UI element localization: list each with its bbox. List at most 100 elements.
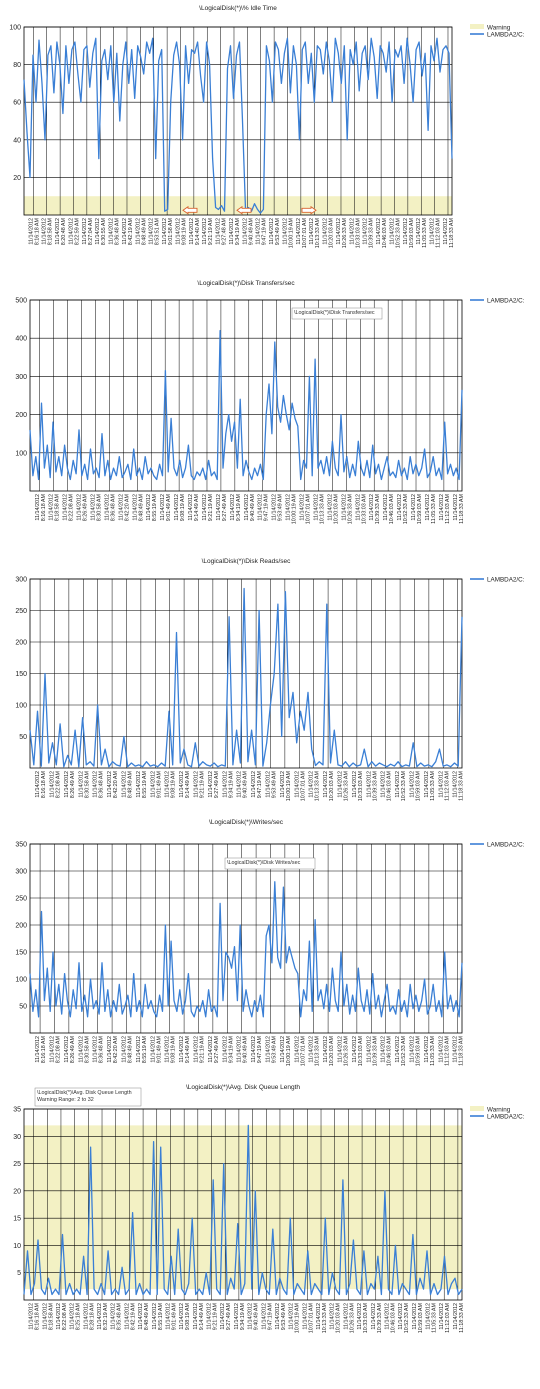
plot-frame (29, 843, 463, 1034)
chart-5: \LogicalDisk(*)\Avg. Disk Queue Length 5 1… (13, 1084, 524, 1333)
x-tick-date: 11/14/2012 (78, 771, 84, 798)
x-tick-date: 11/14/2012 (453, 771, 459, 798)
x-tick-label: 11/14/2012 9:21:19 AM (207, 1303, 219, 1331)
x-tick-label: 11/14/2012 10:59:03 AM (412, 1303, 424, 1334)
x-tick-label: 11/14/2012 9:08:19 AM (174, 494, 186, 522)
x-tick-date: 11/14/2012 (425, 494, 431, 521)
chart-title: \LogicalDisk(*)\Disk Transfers/sec (197, 280, 295, 287)
x-tick-label: 11/14/2012 8:48:49 AM (135, 218, 147, 246)
x-tick-time: 8:22:08 AM (55, 771, 61, 799)
x-tick-label: 11/14/2012 10:13:33 AM (316, 1303, 328, 1334)
x-tick-date: 11/14/2012 (150, 1036, 156, 1063)
x-tick-time: 11:12:03 AM (444, 1035, 450, 1065)
x-tick-label: 11/14/2012 8:16:18 AM (35, 1036, 47, 1064)
x-tick-label: 11/14/2012 9:40:49 AM (244, 494, 256, 522)
x-tick-label: 11/14/2012 8:30:58 AM (78, 1036, 90, 1064)
x-tick-time: 8:42:20 AM (124, 494, 130, 522)
x-tick-date: 11/14/2012 (242, 218, 248, 245)
x-tick-label: 11/14/2012 9:21:19 AM (193, 771, 205, 799)
x-tick-date: 11/14/2012 (193, 1303, 199, 1330)
x-tick-date: 11/14/2012 (316, 1303, 322, 1330)
x-tick-label: 11/14/2012 11:12:03 AM (438, 770, 450, 800)
series-line (29, 587, 463, 768)
x-tick-time: 11:12:03 AM (436, 217, 442, 247)
x-tick-time: 10:13:33 AM (319, 494, 325, 525)
x-tick-label: 11/14/2012 8:48:49 AM (121, 771, 133, 799)
tooltip-box (224, 857, 316, 870)
x-tick-date: 11/14/2012 (403, 218, 409, 245)
x-tick-label: 11/14/2012 8:22:08 AM (56, 1303, 68, 1331)
x-tick-time: 8:22:08 AM (55, 1036, 61, 1064)
x-tick-date: 11/14/2012 (121, 1036, 127, 1063)
x-tick-time: 8:42:19 AM (128, 218, 134, 246)
x-tick-date: 11/14/2012 (216, 218, 222, 245)
x-tick-label: 11/14/2012 10:59:03 AM (409, 771, 421, 802)
x-tick-time: 9:53:49 AM (271, 1036, 277, 1064)
x-tick-date: 11/14/2012 (280, 771, 286, 798)
tooltip-text: \LogicalDisk(*)\Disk Writes/sec (227, 860, 301, 866)
x-tick-time: 10:20:03 AM (336, 1303, 342, 1334)
warning-band (24, 1125, 462, 1290)
x-tick-label: 11/14/2012 9:27:49 AM (220, 1303, 232, 1331)
x-tick-time: 10:46:03 AM (390, 1303, 396, 1334)
x-tick-time: 9:21:19 AM (213, 1303, 219, 1331)
x-tick-label: 11/14/2012 10:33:03 AM (349, 218, 361, 249)
x-tick-time: 9:40:49 AM (243, 771, 249, 799)
x-tick-time: 10:46:03 AM (387, 1036, 393, 1067)
x-tick-time: 9:01:49 AM (156, 771, 162, 799)
x-tick-label: 11/14/2012 10:26:33 AM (337, 771, 349, 802)
chart-3: \LogicalDisk(*)\Disk Reads/sec 50 100 150 20… (15, 558, 524, 801)
x-tick-date: 11/14/2012 (327, 494, 333, 521)
x-tick-time: 10:59:03 AM (417, 494, 423, 525)
x-tick-time: 9:21:19 AM (208, 218, 214, 246)
x-tick-label: 11/14/2012 10:26:33 AM (341, 494, 353, 525)
x-tick-label: 11/14/2012 8:42:19 AM (122, 218, 134, 246)
x-tick-label: 11/14/2012 8:26:49 AM (77, 494, 89, 522)
x-tick-label: 11/14/2012 9:01:49 AM (160, 494, 172, 522)
x-tick-label: 11/14/2012 9:53:49 AM (269, 218, 281, 246)
x-tick-time: 10:59:03 AM (409, 218, 415, 249)
x-tick-label: 11/14/2012 10:52:33 AM (389, 218, 401, 249)
x-tick-label: 11/14/2012 8:42:19 AM (124, 1303, 136, 1331)
x-tick-date: 11/14/2012 (42, 218, 48, 245)
x-tick-label: 11/14/2012 9:40:49 AM (237, 771, 249, 799)
x-tick-date: 11/14/2012 (366, 1036, 372, 1063)
x-tick-time: 10:52:33 AM (404, 1303, 410, 1334)
legend-label: Warning (487, 1107, 511, 1114)
x-tick-time: 8:36:48 AM (99, 1036, 105, 1064)
x-tick-date: 11/14/2012 (265, 1036, 271, 1063)
x-tick-time: 8:16:18 AM (35, 1303, 41, 1331)
x-tick-date: 11/14/2012 (323, 771, 329, 798)
x-tick-date: 11/14/2012 (294, 1036, 300, 1063)
x-tick-label: 11/14/2012 11:12:03 AM (439, 1302, 451, 1332)
x-tick-time: 10:07:01 AM (300, 1036, 306, 1067)
y-tick-label: 200 (15, 412, 27, 419)
x-tick-time: 11:05:33 AM (430, 1035, 436, 1065)
x-tick-date: 11/14/2012 (202, 494, 208, 521)
x-tick-time: 9:53:49 AM (275, 218, 281, 246)
x-tick-label: 11/14/2012 10:20:03 AM (323, 771, 335, 802)
series-line (29, 329, 463, 481)
x-tick-date: 11/14/2012 (42, 1303, 48, 1330)
warning-band (24, 196, 452, 215)
x-tick-date: 11/14/2012 (122, 218, 128, 245)
x-tick-date: 11/14/2012 (261, 1303, 267, 1330)
x-tick-time: 10:39:33 AM (372, 1036, 378, 1067)
x-tick-date: 11/14/2012 (424, 1036, 430, 1063)
x-tick-time: 10:33:03 AM (358, 771, 364, 802)
x-tick-date: 11/14/2012 (439, 494, 445, 521)
x-tick-label: 11/14/2012 10:39:33 AM (371, 1303, 383, 1334)
x-tick-label: 11/14/2012 10:13:33 AM (309, 771, 321, 802)
x-tick-label: 11/14/2012 9:40:49 AM (237, 1036, 249, 1064)
x-tick-date: 11/14/2012 (313, 494, 319, 521)
x-tick-date: 11/14/2012 (343, 1303, 349, 1330)
y-tick-label: 50 (19, 1004, 27, 1011)
x-tick-date: 11/14/2012 (275, 1303, 281, 1330)
x-tick-date: 11/14/2012 (416, 218, 422, 245)
x-tick-time: 11:05:33 AM (432, 1302, 438, 1332)
x-tick-date: 11/14/2012 (439, 1303, 445, 1330)
tooltip: \LogicalDisk(*)\Disk Transfers/sec (291, 307, 383, 320)
x-tick-time: 11:05:33 AM (422, 217, 428, 247)
x-tick-label: 11/14/2012 8:42:20 AM (118, 494, 130, 522)
y-tick-label: 35 (13, 1107, 21, 1114)
